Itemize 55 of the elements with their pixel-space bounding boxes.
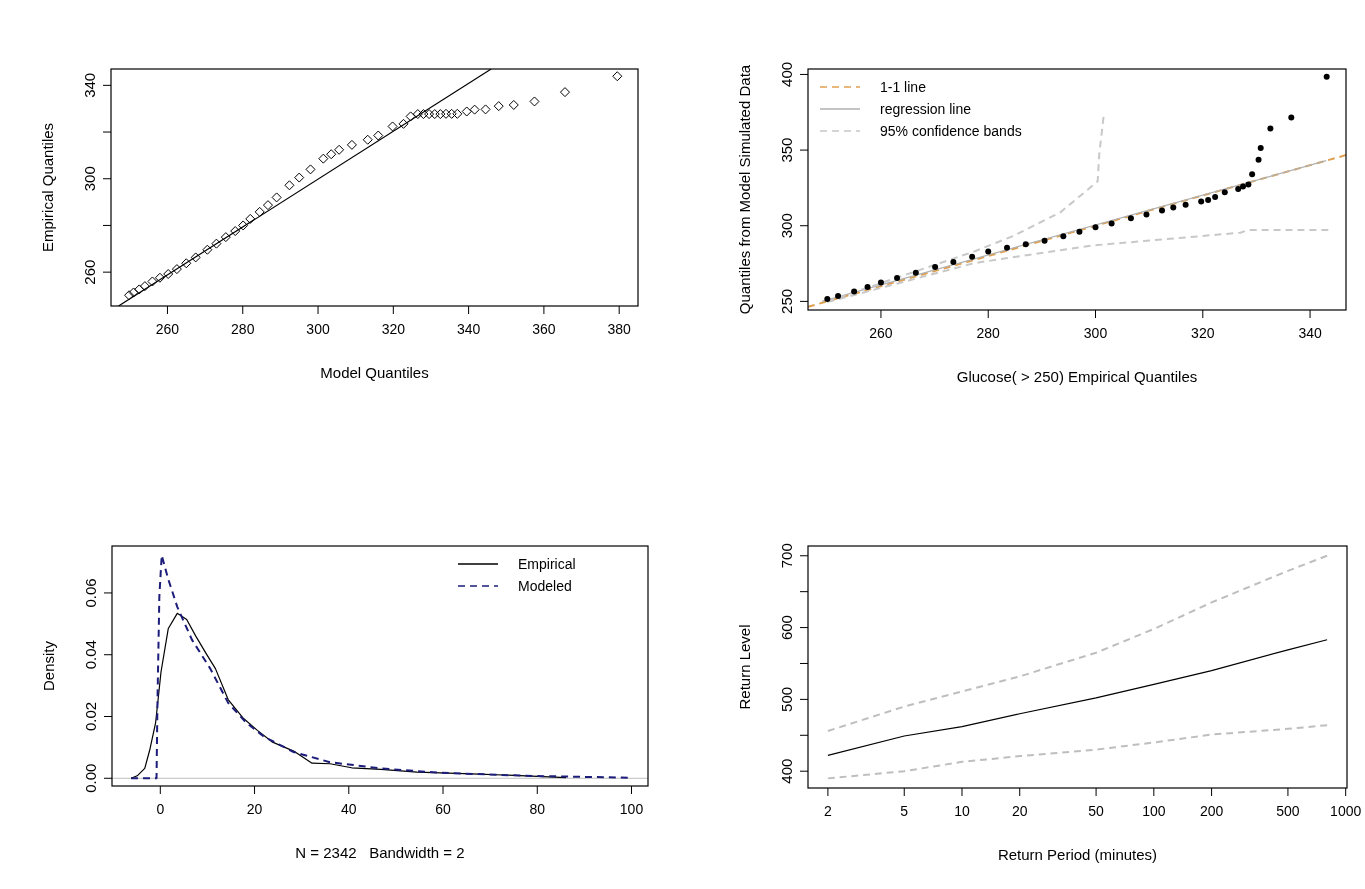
y-tick-label: 260 (81, 259, 98, 285)
y-tick-label: 0.02 (82, 701, 99, 732)
y-axis-title: Empirical Quantiles (39, 122, 56, 253)
y-tick-label: 600 (778, 615, 795, 641)
y-tick-label: 0.00 (82, 763, 99, 793)
x-tick-label: 100 (1142, 803, 1166, 819)
x-tick-label: 200 (1199, 803, 1224, 819)
y-tick-label: 500 (778, 686, 795, 712)
y-tick-label: 0.06 (82, 578, 99, 608)
y-tick-label: 350 (778, 137, 795, 163)
y-tick-label: 340 (81, 72, 98, 98)
x-tick-label: 320 (1191, 325, 1215, 341)
legend-label: 1-1 line (880, 79, 927, 95)
legend-label: Modeled (518, 578, 572, 594)
x-tick-label: 500 (1276, 803, 1300, 819)
x-tick-label: 300 (1083, 325, 1108, 341)
x-tick-label: 50 (1088, 803, 1105, 819)
x-tick-label: 10 (954, 803, 970, 819)
x-tick-label: 60 (435, 801, 452, 817)
x-tick-label: 260 (155, 321, 180, 337)
x-tick-label: 380 (607, 321, 632, 337)
x-tick-label: 340 (1298, 325, 1322, 341)
x-axis-title: Model Quantiles (320, 364, 429, 381)
y-axis-title: Quantiles from Model Simulated Data (736, 64, 753, 315)
x-tick-label: 100 (619, 801, 644, 817)
y-tick-label: 400 (778, 758, 795, 784)
x-tick-label: 20 (1011, 803, 1028, 819)
x-tick-label: 0 (156, 801, 165, 817)
y-tick-label: 400 (778, 61, 795, 87)
legend-label: Empirical (518, 556, 576, 572)
y-tick-label: 300 (81, 166, 98, 192)
legend-label: 95% confidence bands (880, 123, 1022, 139)
y-tick-label: 300 (778, 213, 795, 239)
y-tick-label: 700 (778, 543, 795, 569)
x-tick-label: 320 (381, 321, 406, 337)
x-tick-label: 260 (869, 325, 893, 341)
x-tick-label: 340 (456, 321, 481, 337)
x-axis-title: Glucose( > 250) Empirical Quantiles (956, 368, 1198, 385)
x-tick-label: 360 (532, 321, 556, 337)
x-tick-label: 280 (231, 321, 255, 337)
x-tick-label: 1000 (1330, 803, 1362, 819)
x-tick-label: 300 (306, 321, 330, 337)
legend-label: regression line (880, 101, 972, 117)
x-tick-label: 80 (529, 801, 546, 817)
y-tick-label: 250 (778, 288, 795, 314)
y-axis-title: Return Level (736, 624, 753, 710)
x-tick-label: 2 (824, 803, 833, 819)
y-tick-label: 0.04 (82, 640, 99, 670)
y-axis-title: Density (40, 640, 57, 692)
x-tick-label: 280 (976, 325, 1001, 341)
x-tick-label: 5 (900, 803, 909, 819)
x-tick-label: 40 (340, 801, 357, 817)
x-axis-title: N = 2342 Bandwidth = 2 (295, 844, 465, 861)
x-tick-label: 20 (246, 801, 263, 817)
x-axis-title: Return Period (minutes) (997, 846, 1158, 863)
